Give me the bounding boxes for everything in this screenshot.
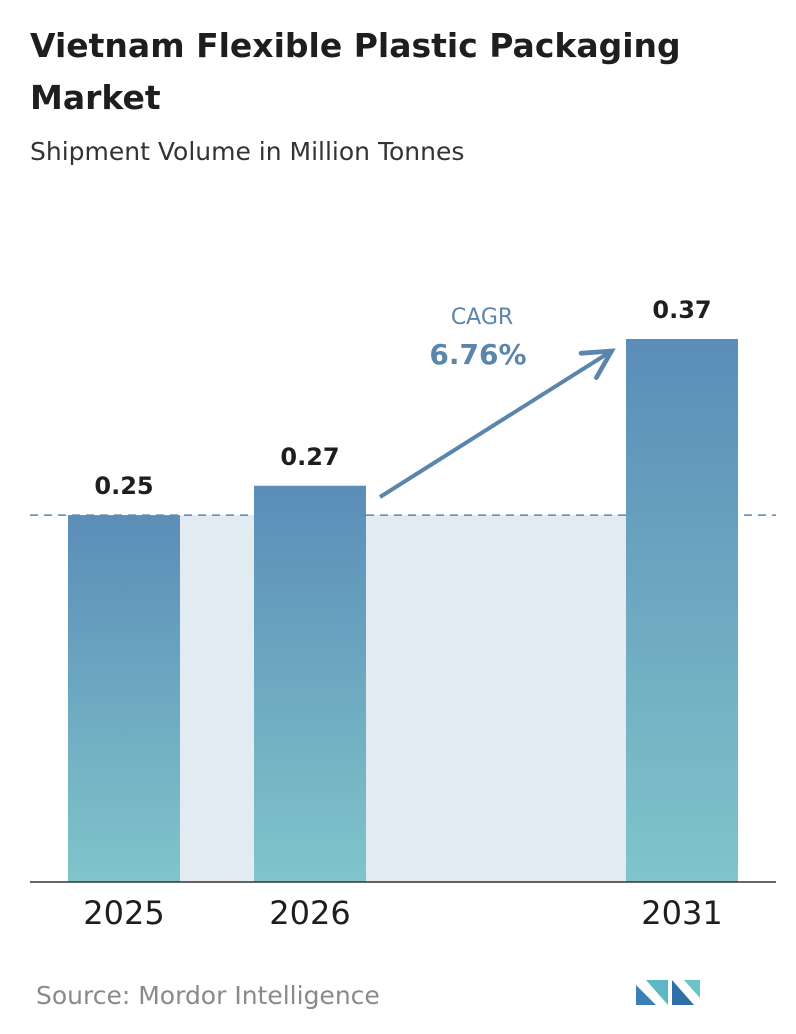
source: Source: Mordor Intelligence [36,981,380,1010]
x-tick-label: 2026 [269,894,350,932]
data-label: 0.37 [652,296,711,324]
logo [636,980,700,1005]
plot-area: 0.25 2025 0.27 2026 0.37 2031 [30,296,776,932]
cagr-arrow [378,348,616,499]
bar [626,339,738,882]
x-tick-label: 2025 [83,894,164,932]
data-label: 0.27 [280,443,339,471]
cagr-label: CAGR [451,305,513,330]
cagr-value: 6.76% [429,338,526,371]
chart-subtitle: Shipment Volume in Million Tonnes [30,137,464,166]
x-tick-label: 2031 [641,894,722,932]
bar [68,515,180,882]
bar [254,485,366,882]
chart-title: Vietnam Flexible Plastic Packaging Market [30,26,681,117]
data-label: 0.25 [94,472,153,500]
